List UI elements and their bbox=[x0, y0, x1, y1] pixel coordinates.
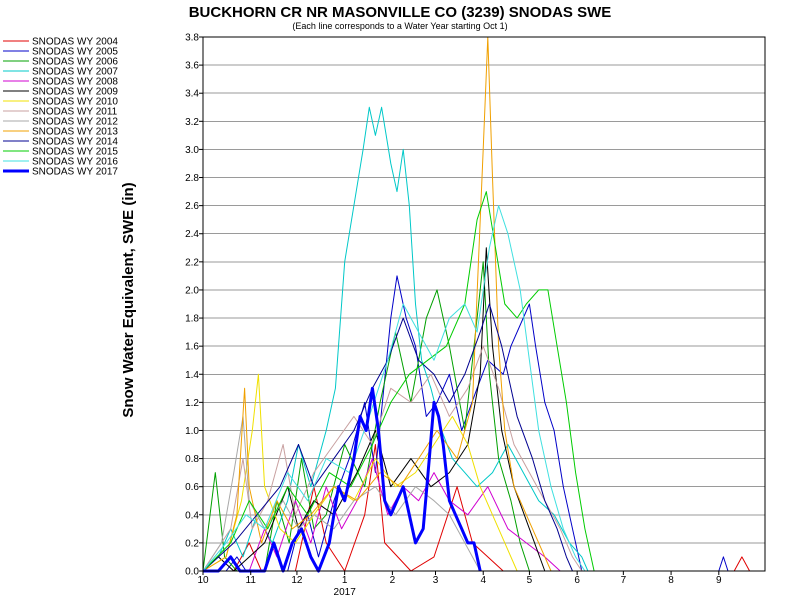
grid-lines bbox=[203, 64, 765, 544]
legend-entry: SNODAS WY 2009 bbox=[32, 87, 118, 98]
series-line-3 bbox=[202, 261, 530, 572]
y-tick-label: 3.8 bbox=[185, 33, 199, 44]
y-tick-label: 3.6 bbox=[185, 61, 199, 72]
legend-entry: SNODAS WY 2014 bbox=[32, 137, 118, 148]
series-line-10 bbox=[202, 36, 552, 572]
y-tick-label: 2.4 bbox=[185, 229, 199, 240]
legend-entry: SNODAS WY 2015 bbox=[32, 147, 118, 158]
y-axis-label: Snow Water Equivalent, SWE (in) bbox=[120, 182, 137, 417]
y-tick-label: 1.0 bbox=[185, 426, 199, 437]
y-tick-label: 1.4 bbox=[185, 370, 199, 381]
x-tick-label: 11 bbox=[246, 575, 257, 586]
series-lines bbox=[202, 36, 751, 573]
legend-entry: SNODAS WY 2011 bbox=[32, 107, 118, 118]
legend-entry: SNODAS WY 2012 bbox=[32, 117, 118, 128]
y-tick-label: 1.2 bbox=[185, 398, 199, 409]
x-year-label: 2017 bbox=[334, 587, 357, 598]
x-tick-label: 6 bbox=[574, 575, 580, 586]
legend-entry: SNODAS WY 2005 bbox=[32, 47, 118, 58]
series-line-12 bbox=[202, 191, 595, 572]
legend-entry: SNODAS WY 2008 bbox=[32, 77, 118, 88]
x-tick-label: 3 bbox=[433, 575, 439, 586]
legend-entry: SNODAS WY 2004 bbox=[32, 37, 118, 48]
series-line-4 bbox=[202, 106, 589, 572]
y-tick-label: 2.6 bbox=[185, 201, 199, 212]
series-line-14 bbox=[203, 386, 482, 573]
y-tick-label: 0.6 bbox=[185, 482, 199, 493]
y-tick-label: 3.2 bbox=[185, 117, 199, 128]
chart-subtitle: (Each line corresponds to a Water Year s… bbox=[292, 21, 507, 31]
x-tick-label: 9 bbox=[716, 575, 722, 586]
legend-entry: SNODAS WY 2007 bbox=[32, 67, 118, 78]
y-tick-label: 1.8 bbox=[185, 314, 199, 325]
x-tick-label: 8 bbox=[668, 575, 674, 586]
y-tick-label: 0.2 bbox=[185, 538, 199, 549]
y-tick-label: 3.4 bbox=[185, 89, 199, 100]
chart-title: BUCKHORN CR NR MASONVILLE CO (3239) SNOD… bbox=[189, 4, 612, 21]
legend-entry: SNODAS WY 2013 bbox=[32, 127, 118, 138]
x-tick-label: 7 bbox=[621, 575, 627, 586]
series-line-5 bbox=[203, 458, 561, 572]
y-tick-label: 2.8 bbox=[185, 173, 199, 184]
y-tick-label: 0.4 bbox=[185, 510, 199, 521]
legend-entry: SNODAS WY 2010 bbox=[32, 97, 118, 108]
y-tick-label: 1.6 bbox=[185, 342, 199, 353]
legend-entry: SNODAS WY 2017 bbox=[32, 167, 118, 178]
plot-frame bbox=[202, 36, 766, 572]
x-tick-label: 5 bbox=[527, 575, 533, 586]
y-tick-label: 2.2 bbox=[185, 257, 199, 268]
series-line-13 bbox=[202, 205, 586, 572]
y-tick-label: 2.0 bbox=[185, 285, 199, 296]
series-line-6 bbox=[202, 247, 546, 572]
y-tick-label: 3.0 bbox=[185, 145, 199, 156]
x-tick-label: 10 bbox=[197, 575, 209, 586]
series-line-9 bbox=[202, 415, 481, 572]
y-tick-label: 0.8 bbox=[185, 454, 199, 465]
legend-entry: SNODAS WY 2006 bbox=[32, 57, 118, 68]
x-tick-label: 12 bbox=[291, 575, 303, 586]
y-axis-ticks: 0.0 0.2 0.4 0.6 0.8 1.0 1.2 1.4 1.6 1.8 2.0 2.2 2.4 2… bbox=[185, 33, 203, 578]
series-line-11 bbox=[202, 303, 573, 572]
x-tick-label: 4 bbox=[480, 575, 486, 586]
x-tick-label: 1 bbox=[342, 575, 348, 586]
y-tick-label: 0.0 bbox=[185, 567, 199, 578]
legend-entry: SNODAS WY 2016 bbox=[32, 157, 118, 168]
x-tick-label: 2 bbox=[390, 575, 396, 586]
